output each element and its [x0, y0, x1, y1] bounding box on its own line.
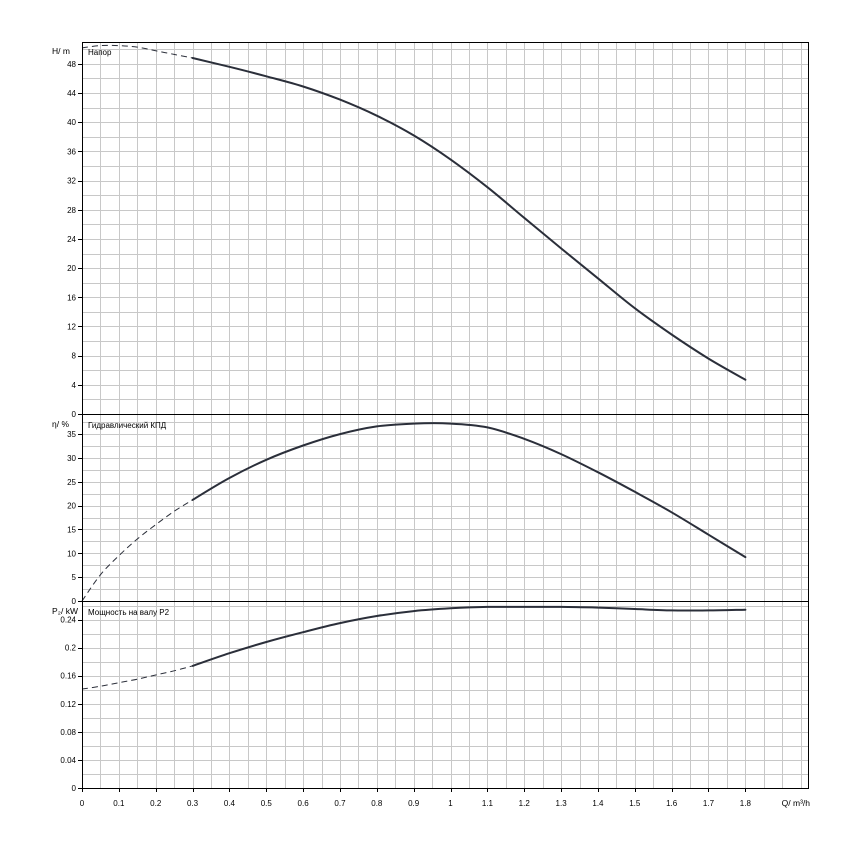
y-tick-label: 36 [67, 147, 76, 156]
x-axis: 0 0.1 0.2 0.3 0.4 0.5 0.6 0.7 0.8 0.9 1 1.1 1.2 1.3 1.… [80, 788, 810, 808]
y-tick-label: 28 [67, 206, 76, 215]
y-tick-label: 20 [67, 264, 76, 273]
y-tick-label: 0 [72, 784, 77, 793]
curve-efficiency-dashed [81, 499, 193, 602]
x-tick-label: 1 [448, 799, 453, 808]
curve-power-solid [191, 605, 747, 667]
x-tick-label: 1.4 [592, 799, 604, 808]
y-tick-label: 0 [72, 597, 77, 606]
y-tick-label: 44 [67, 89, 76, 98]
y-tick-label: 12 [67, 322, 76, 331]
y-tick-label: 16 [67, 293, 76, 302]
y-tick-label: 25 [67, 478, 76, 487]
y-tick-label: 0.16 [60, 672, 76, 681]
y-tick-label: 10 [67, 549, 76, 558]
x-tick-label: 0.1 [113, 799, 125, 808]
y-tick-label: 0.2 [65, 644, 77, 653]
x-tick-label: 0.7 [334, 799, 346, 808]
x-tick-label: 1.5 [629, 799, 641, 808]
x-tick-label: 1.8 [740, 799, 752, 808]
y-tick-label: 20 [67, 502, 76, 511]
y-tick-label: 0 [72, 410, 77, 419]
x-tick-label: 0.9 [408, 799, 420, 808]
y-axis-title: H/ m [52, 46, 70, 56]
y-tick-label: 0.12 [60, 700, 76, 709]
curve-power-dashed [81, 665, 193, 690]
x-tick-label: 0 [80, 799, 85, 808]
y-tick-label: 4 [72, 381, 77, 390]
y-tick-label: 8 [72, 352, 77, 361]
y-tick-label: 0.24 [60, 616, 76, 625]
x-tick-label: 1.2 [519, 799, 531, 808]
x-tick-label: 0.6 [298, 799, 310, 808]
y-axis-title: P₂/ kW [52, 606, 78, 616]
y-axis-title: η/ % [52, 419, 69, 429]
x-tick-label: 1.1 [482, 799, 494, 808]
x-tick-label: 1.7 [703, 799, 715, 808]
chart-panel-efficiency: 0 5 10 15 20 25 30 35η/ % Гидравлический КПД [52, 419, 808, 606]
curve-head-dashed [81, 44, 193, 59]
y-tick-label: 32 [67, 177, 76, 186]
x-tick-label: 0.3 [187, 799, 199, 808]
y-tick-label: 0.08 [60, 728, 76, 737]
x-axis-title: Q/ m³/h [782, 798, 811, 808]
y-tick-label: 0.04 [60, 756, 76, 765]
x-tick-label: 0.8 [371, 799, 383, 808]
x-tick-label: 1.6 [666, 799, 678, 808]
x-tick-label: 0.5 [261, 799, 273, 808]
curve-head-solid [191, 57, 747, 381]
y-tick-label: 15 [67, 525, 76, 534]
y-tick-label: 35 [67, 430, 76, 439]
y-tick-label: 24 [67, 235, 76, 244]
x-tick-label: 0.4 [224, 799, 236, 808]
y-tick-label: 40 [67, 118, 76, 127]
panel-title: Напор [88, 48, 112, 57]
panel-title: Мощность на валу P2 [88, 608, 170, 617]
panel-title: Гидравлический КПД [88, 421, 167, 430]
curve-efficiency-solid [191, 422, 747, 559]
x-tick-label: 1.3 [556, 799, 568, 808]
y-tick-label: 30 [67, 454, 76, 463]
x-tick-label: 0.2 [150, 799, 162, 808]
y-tick-label: 5 [72, 573, 77, 582]
plot-frame [82, 42, 809, 789]
y-tick-label: 48 [67, 60, 76, 69]
